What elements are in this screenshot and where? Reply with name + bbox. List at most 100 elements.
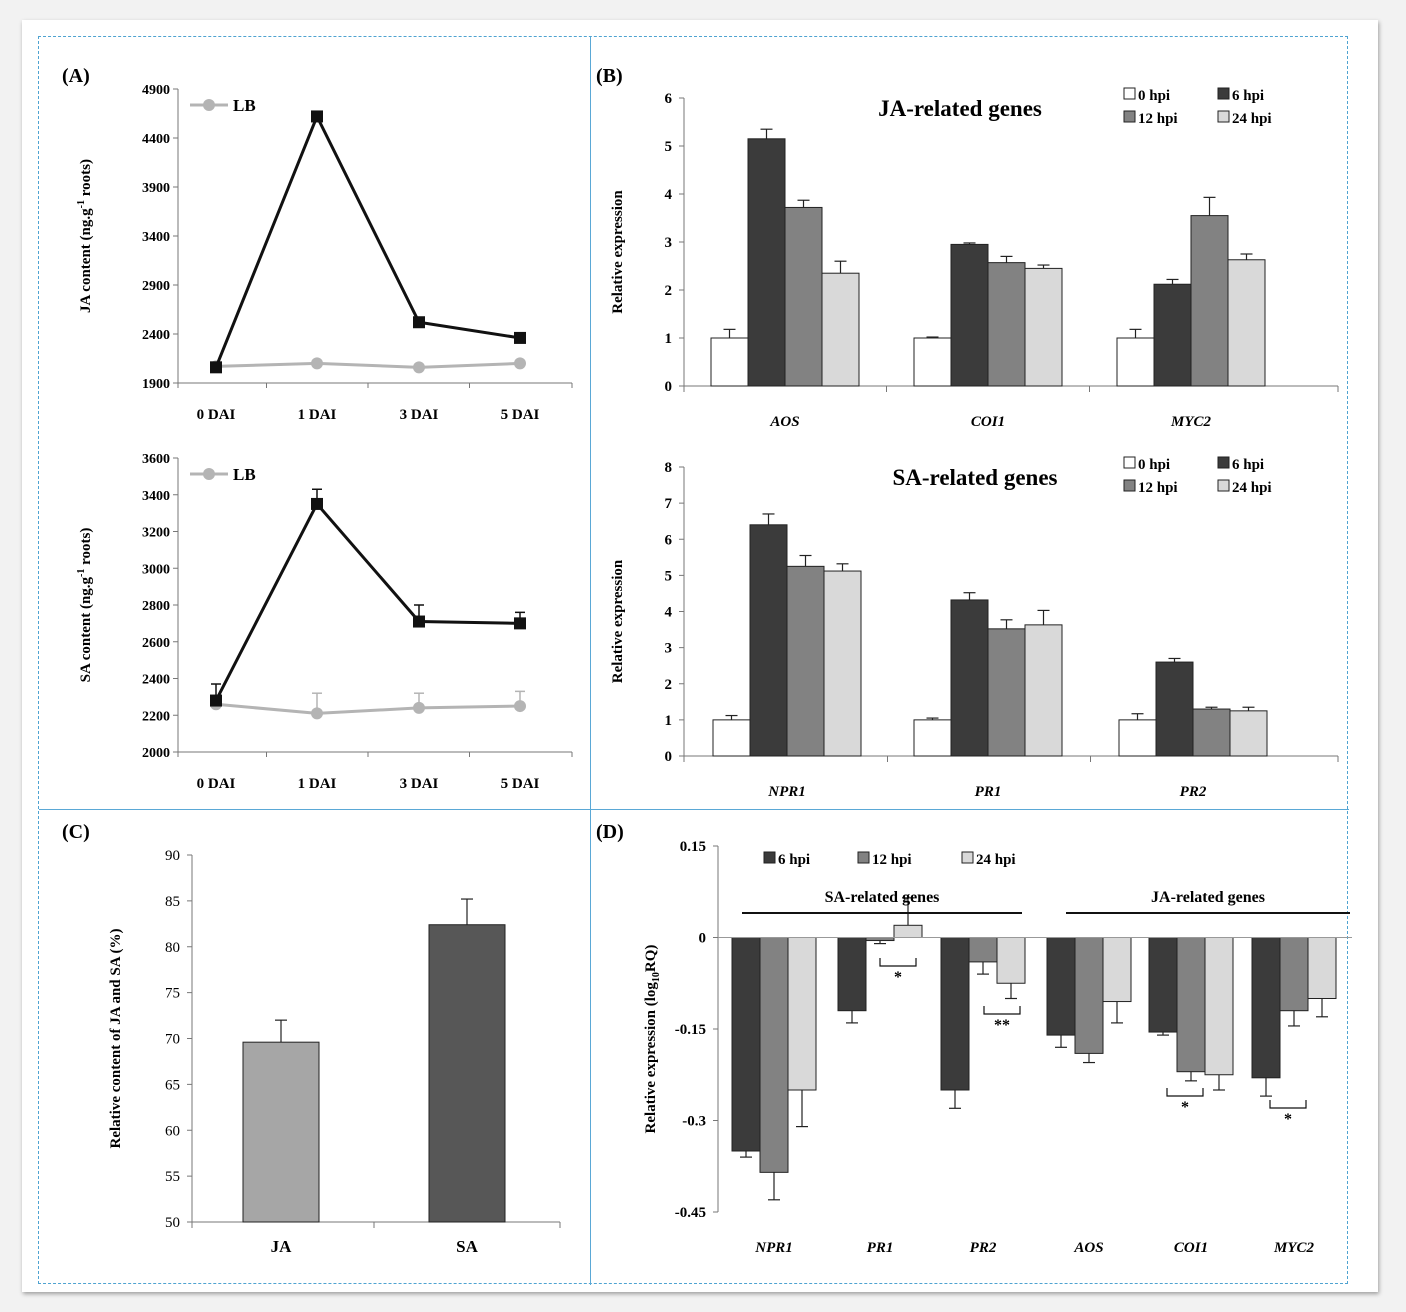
b2-y-tick-label: 8: [665, 460, 673, 476]
a1-legend-label: LB: [233, 96, 256, 115]
a2-data-point: [413, 615, 425, 628]
panel-label-d: (D): [596, 821, 624, 843]
d-legend-swatch: [857, 851, 870, 864]
b1-bar: [784, 206, 823, 387]
a2-series-line-1: [215, 702, 521, 715]
c-x-tick-label: SA: [456, 1237, 478, 1256]
d-bar: [1102, 937, 1132, 1003]
c-y-tick-label: 55: [165, 1169, 180, 1185]
figure-frame: [38, 36, 1349, 1285]
b1-bar: [710, 337, 749, 387]
b2-y-tick-label: 7: [665, 496, 673, 512]
d-bar: [1307, 937, 1337, 999]
c-bar: [242, 1041, 320, 1223]
d-bar: [1046, 937, 1076, 1036]
a1-x-tick-label: 3 DAI: [400, 407, 439, 423]
d-x-tick-label: PR2: [970, 1240, 997, 1256]
d-y-tick-label: 0: [699, 931, 707, 947]
a2-y-tick-label: 3200: [142, 526, 170, 541]
b1-legend-swatch: [1123, 87, 1136, 100]
b1-legend-swatch: [1217, 87, 1230, 100]
b2-bar: [749, 524, 788, 757]
horizontal-divider: [39, 809, 1349, 810]
d-legend-label: 24 hpi: [976, 852, 1016, 868]
a1-y-tick-label: 4400: [142, 132, 170, 147]
b1-bar: [987, 262, 1026, 387]
a1-series-line-1: [215, 361, 521, 369]
a2-y-tick-label: 3600: [142, 452, 170, 467]
a1-y-tick-label: 2900: [142, 279, 170, 294]
b1-bar: [1190, 215, 1229, 387]
b1-legend-swatch: [1123, 110, 1136, 123]
b1-chart-title: JA-related genes: [878, 96, 1042, 121]
d-group-label: JA-related genes: [1151, 889, 1265, 906]
d-significance-label: *: [1181, 1099, 1189, 1116]
d-x-tick-label: COI1: [1174, 1240, 1208, 1256]
a2-x-tick-label: 5 DAI: [501, 776, 540, 792]
c-x-tick-label: JA: [271, 1237, 293, 1256]
b2-bar: [712, 719, 751, 757]
b1-y-tick-label: 4: [665, 187, 673, 203]
a1-data-point: [413, 361, 425, 374]
a2-data-point: [514, 617, 526, 630]
a2-y-tick-label: 3400: [142, 489, 170, 504]
c-y-tick-label: 80: [165, 940, 180, 956]
b2-legend-label: 24 hpi: [1232, 480, 1272, 496]
d-legend-label: 12 hpi: [872, 852, 912, 868]
a2-y-tick-label: 2400: [142, 673, 170, 688]
d-bar: [1204, 937, 1234, 1076]
b2-bar: [950, 599, 989, 757]
a1-data-point: [210, 361, 222, 374]
b2-legend-swatch: [1217, 479, 1230, 492]
b1-y-tick-label: 2: [665, 283, 673, 299]
b2-legend-label: 0 hpi: [1138, 457, 1170, 473]
b1-x-tick-label: MYC2: [1170, 414, 1212, 430]
a2-legend-label: LB: [233, 465, 256, 484]
c-y-tick-label: 65: [165, 1077, 180, 1093]
b2-y-tick-label: 5: [665, 568, 673, 584]
d-bar: [893, 924, 923, 938]
a1-y-tick-label: 4900: [142, 83, 170, 98]
a2-x-tick-label: 1 DAI: [298, 776, 337, 792]
a1-x-tick-label: 0 DAI: [197, 407, 236, 423]
d-y-tick-label: 0.15: [680, 839, 706, 855]
b2-bar: [786, 565, 825, 757]
d-bar: [968, 937, 998, 963]
d-x-tick-label: MYC2: [1273, 1240, 1315, 1256]
d-significance-bracket: [879, 958, 917, 967]
a1-data-point: [514, 331, 526, 344]
d-significance-label: *: [894, 969, 902, 986]
d-legend-swatch: [961, 851, 974, 864]
c-y-tick-label: 85: [165, 894, 180, 910]
a1-x-tick-label: 5 DAI: [501, 407, 540, 423]
c-bar: [428, 924, 506, 1223]
d-x-tick-label: AOS: [1073, 1240, 1103, 1256]
b1-x-tick-label: AOS: [769, 414, 799, 430]
b2-y-tick-label: 0: [665, 749, 673, 765]
d-bar: [996, 937, 1026, 984]
b1-y-tick-label: 1: [665, 331, 673, 347]
b2-y-axis-label: Relative expression: [610, 559, 626, 683]
d-legend-swatch: [763, 851, 776, 864]
a1-data-point: [413, 316, 425, 329]
d-significance-bracket: [983, 1006, 1021, 1015]
b1-bar: [747, 138, 786, 387]
a2-data-point: [514, 700, 526, 713]
d-bar: [1074, 937, 1104, 1054]
a1-y-tick-label: 2400: [142, 328, 170, 343]
d-x-tick-label: NPR1: [754, 1240, 793, 1256]
d-y-tick-label: -0.15: [675, 1022, 706, 1038]
b1-y-tick-label: 3: [665, 235, 673, 251]
b1-x-tick-label: COI1: [971, 414, 1005, 430]
a2-data-point: [210, 694, 222, 707]
a2-x-tick-label: 0 DAI: [197, 776, 236, 792]
b2-bar: [823, 570, 862, 757]
b1-bar: [1227, 259, 1266, 387]
c-y-tick-label: 60: [165, 1123, 180, 1139]
a2-data-point: [311, 497, 323, 510]
a2-y-tick-label: 2600: [142, 636, 170, 651]
b1-y-tick-label: 6: [665, 91, 673, 107]
d-significance-bracket: [1166, 1088, 1204, 1097]
d-bar: [1279, 937, 1309, 1012]
b1-bar: [1153, 283, 1192, 387]
